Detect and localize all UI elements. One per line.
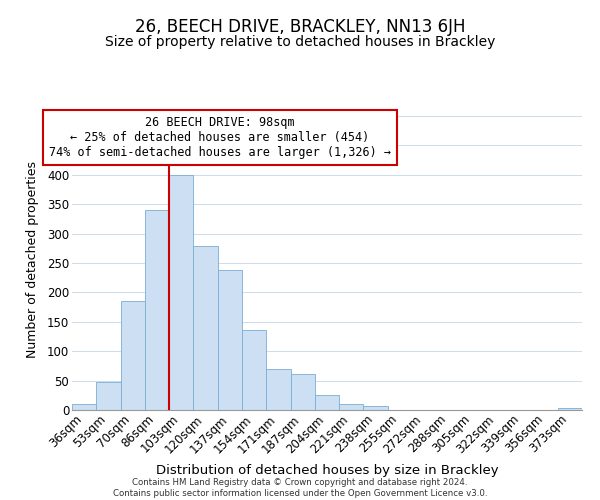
Bar bbox=[193, 246, 218, 410]
Bar bbox=[558, 408, 582, 410]
Y-axis label: Number of detached properties: Number of detached properties bbox=[26, 162, 38, 358]
Text: 26, BEECH DRIVE, BRACKLEY, NN13 6JH: 26, BEECH DRIVE, BRACKLEY, NN13 6JH bbox=[135, 18, 465, 36]
Bar bbox=[339, 404, 364, 410]
Bar bbox=[315, 396, 339, 410]
Bar bbox=[290, 374, 315, 410]
Bar bbox=[242, 330, 266, 410]
Bar bbox=[364, 406, 388, 410]
X-axis label: Distribution of detached houses by size in Brackley: Distribution of detached houses by size … bbox=[155, 464, 499, 477]
Bar bbox=[218, 270, 242, 410]
Text: 26 BEECH DRIVE: 98sqm
← 25% of detached houses are smaller (454)
74% of semi-det: 26 BEECH DRIVE: 98sqm ← 25% of detached … bbox=[49, 116, 391, 159]
Bar bbox=[169, 174, 193, 410]
Text: Size of property relative to detached houses in Brackley: Size of property relative to detached ho… bbox=[105, 35, 495, 49]
Bar bbox=[266, 369, 290, 410]
Bar bbox=[121, 301, 145, 410]
Bar bbox=[145, 210, 169, 410]
Text: Contains HM Land Registry data © Crown copyright and database right 2024.
Contai: Contains HM Land Registry data © Crown c… bbox=[113, 478, 487, 498]
Bar bbox=[96, 382, 121, 410]
Bar bbox=[72, 404, 96, 410]
